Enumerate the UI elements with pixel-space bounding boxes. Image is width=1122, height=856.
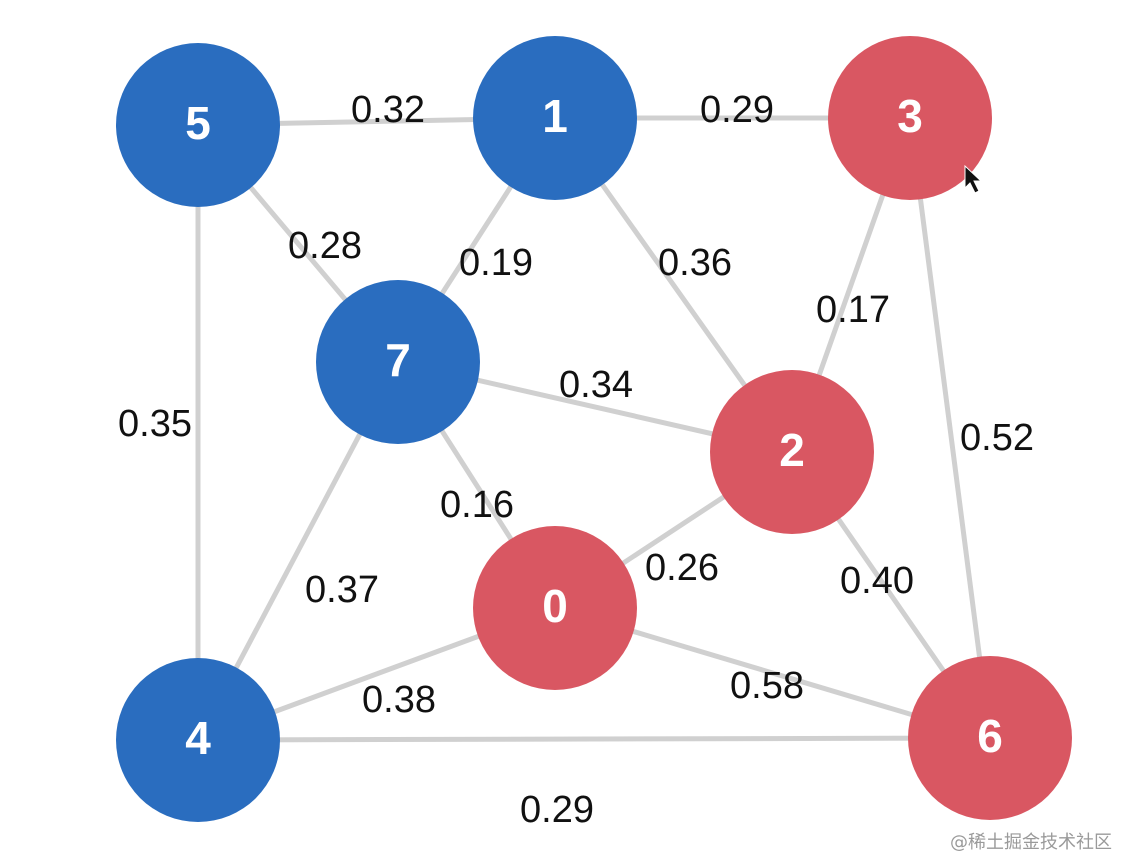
node-circle-6 <box>908 656 1072 820</box>
edge-weight-1-2: 0.36 <box>658 242 732 284</box>
node-circle-5 <box>116 43 280 207</box>
graph-node-5: 5 <box>116 43 280 207</box>
graph-node-4: 4 <box>116 658 280 822</box>
edge-weight-4-6: 0.29 <box>520 789 594 831</box>
edge-weight-layer: 0.32 0.29 0.28 0.19 0.36 0.17 0.35 0.34 0.52 0.16… <box>118 89 1034 831</box>
node-circle-2 <box>710 370 874 534</box>
node-circle-3 <box>828 36 992 200</box>
node-label-0: 0 <box>542 580 568 632</box>
node-circle-7 <box>316 280 480 444</box>
node-label-3: 3 <box>897 90 923 142</box>
node-circle-4 <box>116 658 280 822</box>
edge-weight-4-0: 0.38 <box>362 679 436 721</box>
graph-node-6: 6 <box>908 656 1072 820</box>
node-label-2: 2 <box>779 424 805 476</box>
graph-node-3: 3 <box>828 36 992 200</box>
edge-weight-1-3: 0.29 <box>700 89 774 131</box>
edge-weight-5-1: 0.32 <box>351 89 425 131</box>
node-label-5: 5 <box>185 97 211 149</box>
node-label-6: 6 <box>977 710 1003 762</box>
graph-node-0: 0 <box>473 526 637 690</box>
node-label-4: 4 <box>185 712 211 764</box>
watermark: @稀土掘金技术社区 <box>950 832 1112 853</box>
node-label-7: 7 <box>385 334 411 386</box>
edge-weight-7-4: 0.37 <box>305 569 379 611</box>
node-circle-1 <box>473 36 637 200</box>
edge-weight-0-6: 0.58 <box>730 665 804 707</box>
edge-weight-5-7: 0.28 <box>288 225 362 267</box>
edge-weight-7-0: 0.16 <box>440 484 514 526</box>
edge-weight-0-2: 0.26 <box>645 547 719 589</box>
graph-node-1: 1 <box>473 36 637 200</box>
edge-weight-1-7: 0.19 <box>459 242 533 284</box>
node-circle-0 <box>473 526 637 690</box>
graph-node-7: 7 <box>316 280 480 444</box>
edge-3-6 <box>907 115 993 741</box>
edge-weight-3-2: 0.17 <box>816 289 890 331</box>
edge-weight-7-2: 0.34 <box>559 364 633 406</box>
edge-weight-5-4: 0.35 <box>118 403 192 445</box>
graph-node-2: 2 <box>710 370 874 534</box>
node-layer: 0 1 2 3 4 5 6 7 <box>116 36 1072 822</box>
edge-weight-2-6: 0.40 <box>840 560 914 602</box>
edge-weight-3-6: 0.52 <box>960 417 1034 459</box>
mouse-cursor-icon <box>964 164 983 194</box>
edge-4-6 <box>195 735 993 743</box>
node-label-1: 1 <box>542 90 568 142</box>
